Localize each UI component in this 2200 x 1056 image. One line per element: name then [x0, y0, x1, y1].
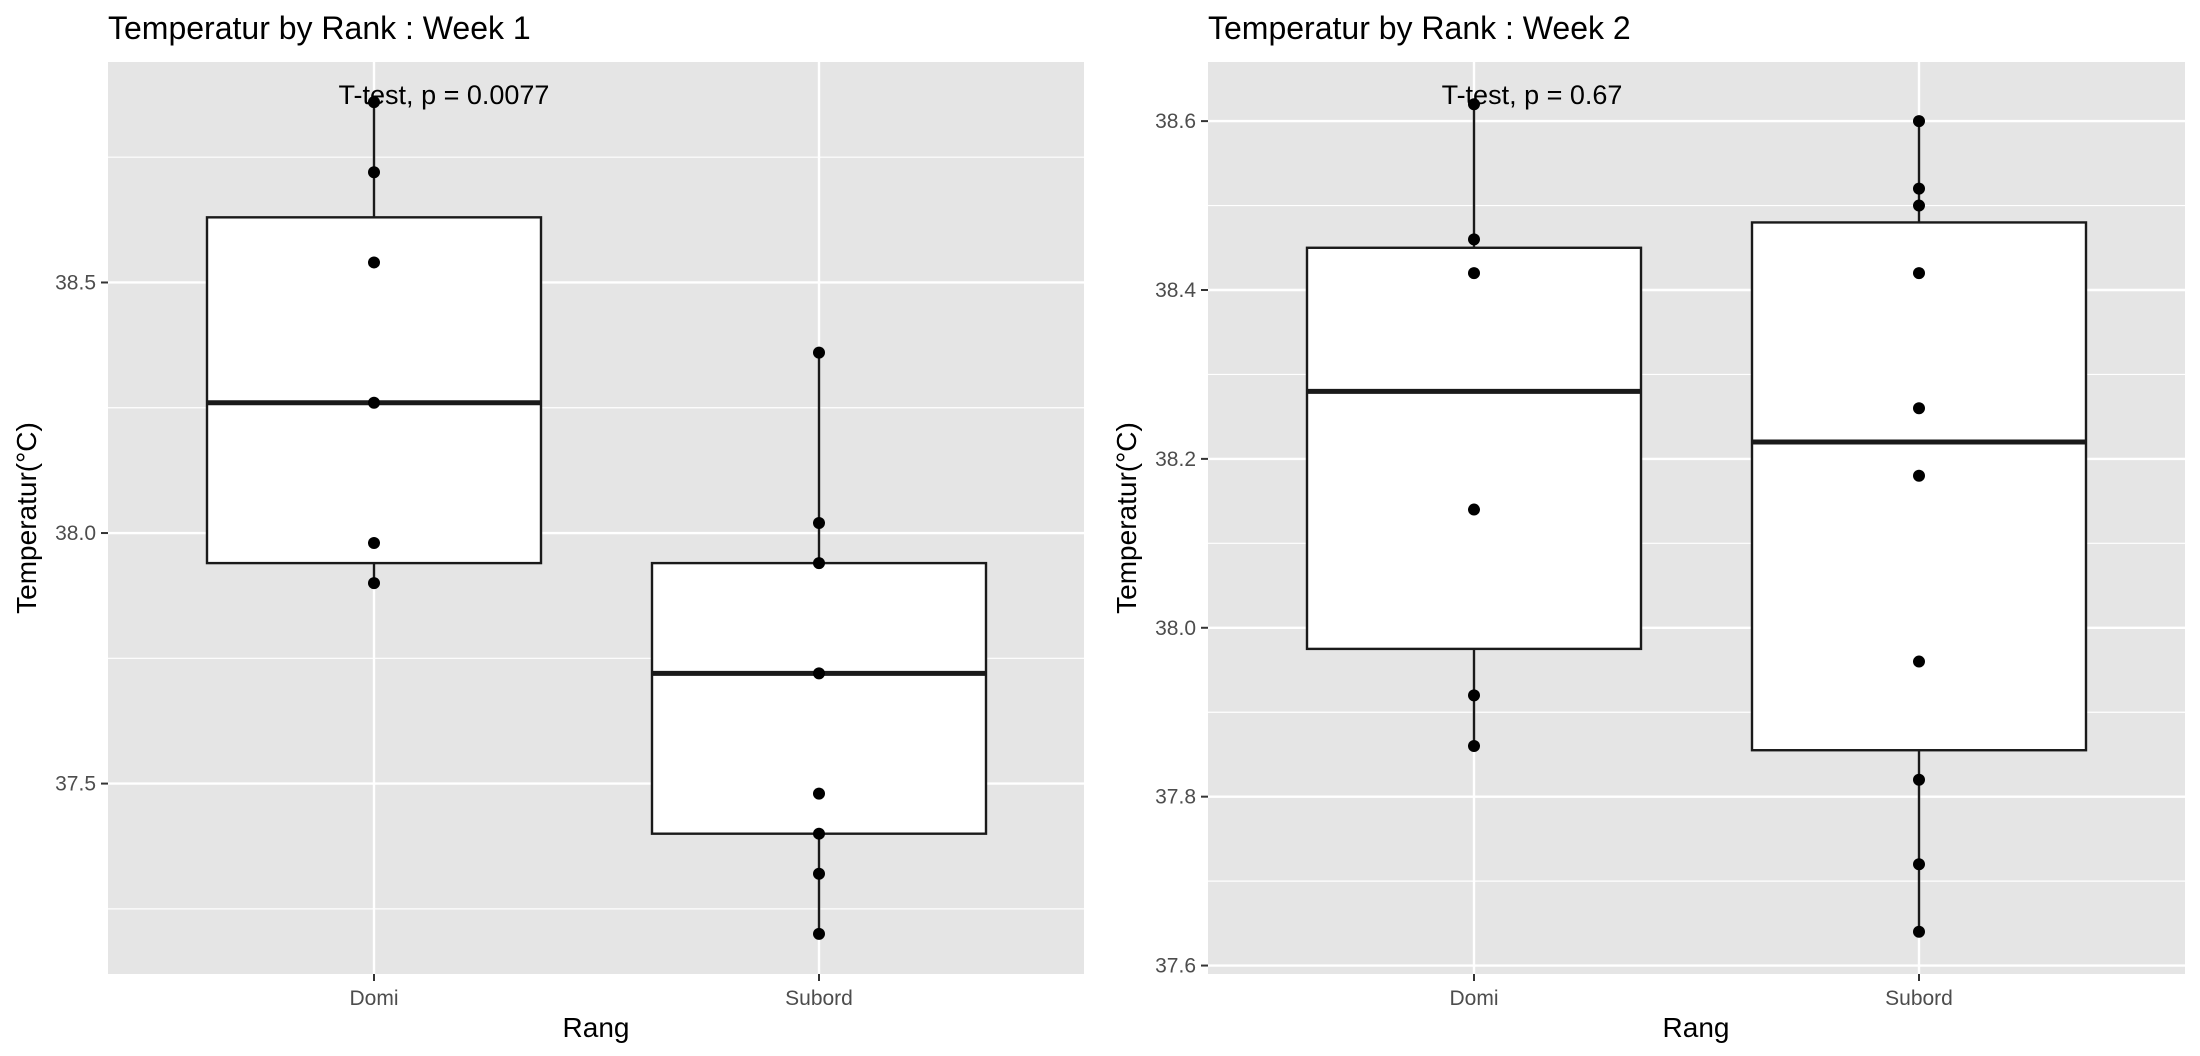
week-2-y-tick-label-0: 37.6: [1155, 955, 1196, 978]
week-1-panel: Temperatur by Rank : Week 1 37.5 38.0 38.5…: [11, 10, 1084, 1043]
week-2-domi-point-5: [1468, 740, 1480, 752]
week-2-y-tick-label-5: 38.6: [1155, 110, 1196, 133]
week-2-subord-point-2: [1913, 199, 1925, 212]
week-1-domi-point-4: [368, 537, 380, 550]
week-2-y-tick-label-3: 38.2: [1155, 448, 1196, 471]
week-2-x-tick-label-subord: Subord: [1885, 987, 1953, 1010]
week-2-y-tick-label-2: 38.0: [1155, 617, 1196, 640]
week-2-subord-point-9: [1913, 925, 1925, 938]
week-2-subord-point-6: [1913, 655, 1925, 668]
week-1-x-tick-label-subord: Subord: [785, 987, 853, 1010]
week-1-x-tick-label-domi: Domi: [349, 987, 398, 1010]
week-1-points: [368, 96, 825, 940]
week-2-subord-point-1: [1913, 182, 1925, 195]
week-2-domi-point-4: [1468, 689, 1480, 702]
week-2-subord-box: [1750, 221, 2088, 752]
week-1-subord-point-5: [813, 827, 825, 840]
week-1-domi-point-1: [368, 166, 380, 179]
week-2-x-tick-label-domi: Domi: [1449, 987, 1498, 1010]
week-2-y-tick-label-1: 37.8: [1155, 786, 1196, 809]
week-1-subord-point-4: [813, 787, 825, 800]
week-1-domi-point-5: [368, 577, 380, 590]
week-2-domi-box: [1305, 246, 1643, 651]
week-1-subord-point-1: [813, 517, 825, 530]
week-2-subord-point-3: [1913, 267, 1925, 280]
week-2-domi-point-3: [1468, 503, 1480, 516]
week-2-y-tick-label-4: 38.4: [1155, 279, 1196, 302]
week-1-subord-point-0: [813, 346, 825, 359]
week-2-y-axis-title: Temperatur(°C): [1111, 422, 1142, 614]
week-2-domi-point-0: [1468, 98, 1480, 111]
week-1-subord-point-3: [813, 667, 825, 680]
week-1-domi-box: [205, 216, 543, 565]
week-2-title: Temperatur by Rank : Week 2: [1208, 10, 1631, 46]
week-2-domi-point-1: [1468, 233, 1480, 246]
week-2-subord-point-4: [1913, 402, 1925, 415]
week-1-subord-point-6: [813, 867, 825, 880]
week-1-y-tick-label-2: 38.5: [55, 271, 96, 294]
week-2-t-test-annotation: T-test, p = 0.67: [1442, 80, 1623, 110]
week-2-points: [1468, 98, 1925, 938]
week-1-t-test-annotation: T-test, p = 0.0077: [339, 80, 550, 110]
week-1-domi-point-0: [368, 96, 380, 109]
week-2-subord-point-0: [1913, 115, 1925, 128]
week-1-domi-point-3: [368, 396, 380, 409]
week-2-x-axis-title: Rang: [1663, 1012, 1730, 1043]
week-1-y-tick-label-1: 38.0: [55, 522, 96, 545]
week-2-axes: 37.6 37.8 38.0 38.2 38.4 38.6 Domi Subord: [1155, 110, 1953, 1010]
week-2-subord-point-8: [1913, 858, 1925, 871]
week-1-subord-point-7: [813, 927, 825, 940]
week-2-panel: Temperatur by Rank : Week 2 37.6 37.8 38.0…: [1111, 10, 2185, 1043]
week-1-y-tick-label-0: 37.5: [55, 773, 96, 796]
week-1-axes: 37.5 38.0 38.5 Domi Subord: [55, 271, 853, 1010]
week-2-subord-point-7: [1913, 773, 1925, 786]
week-2-subord-point-5: [1913, 469, 1925, 482]
week-1-title: Temperatur by Rank : Week 1: [108, 10, 531, 46]
week-1-domi-point-2: [368, 256, 380, 269]
week-2-domi-point-2: [1468, 267, 1480, 280]
week-1-x-axis-title: Rang: [563, 1012, 630, 1043]
week-1-y-axis-title: Temperatur(°C): [11, 422, 42, 614]
week-1-subord-point-2: [813, 557, 825, 570]
